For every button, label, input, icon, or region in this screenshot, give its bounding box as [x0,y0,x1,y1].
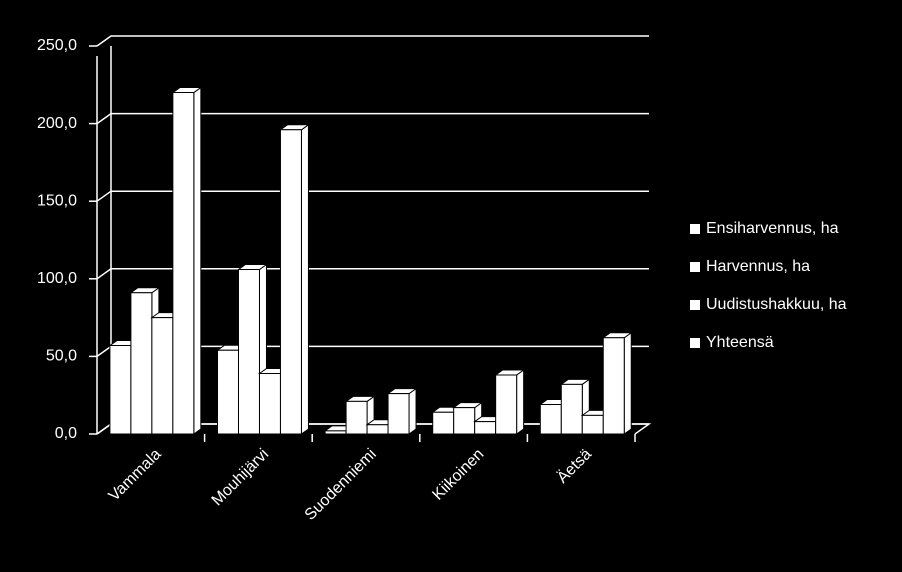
bar [494,369,526,435]
bar-face [324,430,347,435]
legend-marker [690,300,700,310]
legend-label: Uudistushakkuu, ha [706,296,847,313]
y-tick-label: 200,0 [37,115,77,132]
bar-face [366,424,389,435]
bar-face [279,129,302,435]
bar-face [581,414,604,435]
bar-face [432,411,455,435]
bar-face [516,369,525,435]
bar-face [237,268,260,435]
y-tick-label: 100,0 [37,270,77,287]
bar-face [172,92,195,435]
x-tick-label: Kiikoinen [429,446,487,504]
x-tick-label: Mouhijärvi [209,446,273,510]
bar-face [109,345,132,435]
bar [171,86,203,435]
grid-line [96,35,649,47]
bar-face [345,400,368,435]
legend-label: Yhteensä [706,334,774,351]
legend-label: Harvennus, ha [706,258,810,275]
x-tick-label: Äetsä [553,445,595,487]
bar-face [217,349,239,435]
bar-face [539,404,562,435]
bar-face [300,123,309,435]
x-tick-label: Vammala [106,446,165,505]
bar-face [495,374,518,435]
bar-face [408,387,417,435]
bar-face [193,86,202,435]
y-tick-label: 150,0 [37,192,77,209]
bar-face [130,292,153,435]
bar [386,387,418,435]
bar-face [602,337,625,435]
bar-face [387,393,410,435]
bar [278,123,311,435]
bar-face [258,372,281,435]
grid-line [96,268,649,280]
legend-marker [690,224,700,234]
bar-face [151,317,174,435]
legend-marker [690,262,700,272]
legend-marker [690,338,700,348]
x-tick-label: Suodenniemi [302,446,380,524]
bar-face [623,331,632,435]
bar-face [474,421,497,435]
grid-line [96,112,649,125]
legend-label: Ensiharvennus, ha [706,220,839,237]
bar-face [453,407,476,435]
y-tick-label: 0,0 [55,425,77,442]
bar-face [560,383,583,435]
bar [601,331,633,435]
y-tick-label: 250,0 [37,37,77,54]
grid-line [96,190,649,202]
y-tick-label: 50,0 [46,348,77,365]
